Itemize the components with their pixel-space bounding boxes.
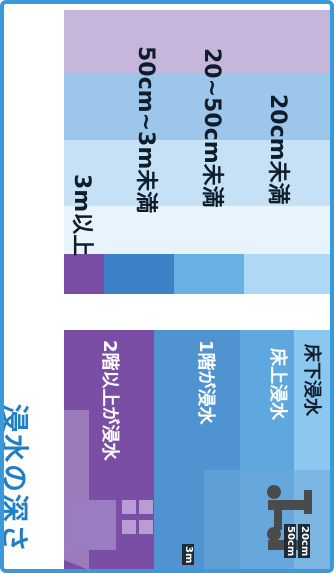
- depth-label-1f: 1階が浸水: [195, 340, 216, 425]
- legend-swatch-3m: [64, 254, 104, 294]
- scale-label-3m: 3m: [182, 544, 194, 566]
- scale-label-20cm: 20cm: [298, 524, 310, 559]
- depth-label-floor-below: 床下浸水: [301, 344, 322, 416]
- depth-label-floor-above: 床上浸水: [267, 348, 288, 420]
- legend-swatch-20-50cm: [174, 254, 244, 294]
- legend-label-20cm: 20cm未満: [265, 94, 290, 205]
- depth-illustration: 2階以上が浸水 1階が浸水 床上浸水 床下浸水: [44, 300, 330, 569]
- legend-label-20-50cm: 20~50cm未満: [199, 48, 224, 208]
- legend-swatch-20cm: [244, 254, 330, 294]
- page-title: 浸水の深さ: [0, 404, 31, 555]
- depth-label-2f: 2階以上が浸水: [99, 340, 120, 461]
- legend-label-3m: 3m以上: [69, 174, 94, 257]
- legend-band-3m: [64, 10, 330, 74]
- legend-swatch-50cm-3m: [104, 254, 174, 294]
- scale-label-50cm: 50cm: [284, 524, 296, 559]
- house-silhouette-icon: [63, 300, 330, 569]
- legend-label-50cm-3m: 50cm~3m未満: [133, 46, 158, 214]
- legend-band-50cm-3m: [64, 74, 330, 140]
- legend-band-20-50cm: [64, 140, 330, 206]
